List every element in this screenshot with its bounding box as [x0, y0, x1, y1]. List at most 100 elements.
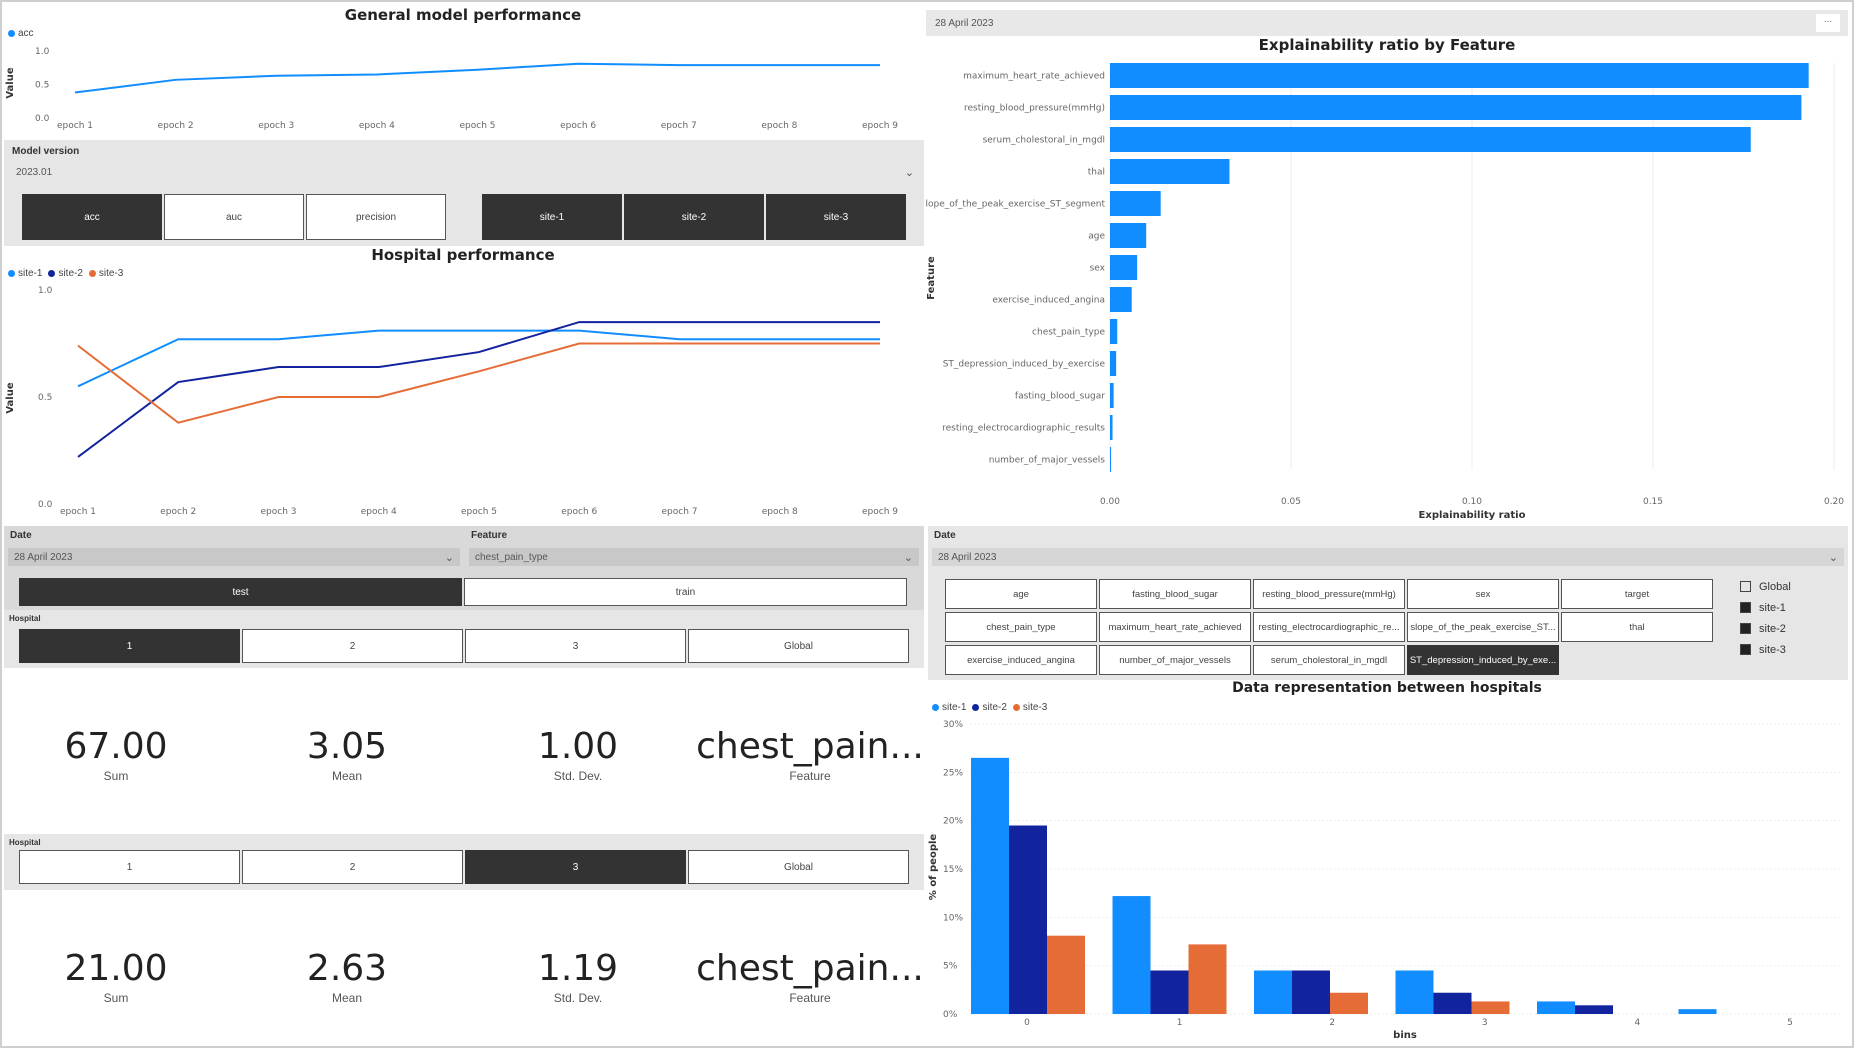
y-tick-label: thal [1088, 168, 1105, 178]
feature-value: chest_pain_type [475, 551, 548, 563]
feature-dropdown[interactable]: chest_pain_type ⌄ [469, 548, 919, 566]
feature-button[interactable]: resting_blood_pressure(mmHg) [1253, 579, 1405, 609]
model-version-dropdown[interactable]: 2023.01 ⌄ [10, 162, 920, 182]
x-tick-label: epoch 5 [460, 121, 496, 131]
hospital-2-global-button[interactable]: Global [688, 850, 909, 884]
chevron-down-icon: ⌄ [903, 551, 913, 564]
bar-site-2-bin-1[interactable] [1150, 970, 1189, 1015]
x-tick-label: epoch 9 [862, 507, 898, 517]
bar-site-1-bin-2[interactable] [1254, 970, 1292, 1015]
y-tick-label: 25% [943, 768, 963, 778]
bar-site-2-bin-3[interactable] [1433, 992, 1472, 1014]
site-checkbox-site-1[interactable]: site-1 [1740, 597, 1791, 618]
kpi-label: Mean [331, 769, 363, 783]
kpi-value: 2.63 [306, 948, 388, 989]
legend-item-site-3[interactable]: site-3 [88, 268, 123, 279]
site-site-2-button[interactable]: site-2 [624, 194, 764, 240]
legend-item-site-2[interactable]: site-2 [972, 702, 1007, 713]
general-chart-legend: acc [8, 28, 34, 39]
bar-site-1-bin-4[interactable] [1537, 1001, 1575, 1014]
date-dropdown[interactable]: 28 April 2023 ⌄ [8, 548, 460, 566]
feature-button[interactable]: sex [1407, 579, 1559, 609]
hospital-1-global-button[interactable]: Global [688, 629, 909, 663]
x-tick-label: epoch 7 [661, 121, 697, 131]
feature-button[interactable]: age [945, 579, 1097, 609]
bar-chest_pain_type[interactable] [1110, 319, 1118, 344]
more-options-button[interactable]: ... [1816, 14, 1840, 32]
bar-exercise_induced_angina[interactable] [1110, 287, 1132, 312]
feature-button[interactable]: maximum_heart_rate_achieved [1099, 612, 1251, 642]
bar-site-3-bin-3[interactable] [1471, 1001, 1510, 1014]
feature-button[interactable]: resting_electrocardiographic_re... [1253, 612, 1405, 642]
bar-slope_of_the_peak_exercise_ST_segment[interactable] [1110, 191, 1161, 216]
explainability-chart-title: Explainability ratio by Feature [1258, 36, 1516, 54]
site-site-1-button[interactable]: site-1 [482, 194, 622, 240]
kpi-value: 67.00 [64, 726, 168, 767]
hospital-1-3-button[interactable]: 3 [465, 629, 686, 663]
legend-dot [1012, 704, 1020, 711]
checkbox-label: site-3 [1759, 643, 1786, 656]
date-dropdown[interactable]: 28 April 2023 ⌄ [932, 548, 1844, 566]
bar-site-1-bin-5[interactable] [1678, 1009, 1717, 1014]
feature-button[interactable]: thal [1561, 612, 1713, 642]
legend-item-site-1[interactable]: site-1 [8, 268, 42, 279]
bar-resting_electrocardiographic_results[interactable] [1110, 415, 1113, 440]
legend-item-acc[interactable]: acc [8, 28, 34, 39]
bar-site-1-bin-0[interactable] [971, 757, 1009, 1014]
bar-site-3-bin-1[interactable] [1188, 944, 1227, 1014]
bar-site-2-bin-0[interactable] [1009, 825, 1047, 1015]
bar-fasting_blood_sugar[interactable] [1110, 383, 1114, 408]
bar-site-3-bin-2[interactable] [1330, 992, 1368, 1014]
site-checkbox-global[interactable]: Global [1740, 576, 1791, 597]
feature-button[interactable]: exercise_induced_angina [945, 645, 1097, 675]
header-date: 28 April 2023 [935, 18, 994, 29]
general-chart-title: General model performance [344, 6, 582, 24]
chevron-down-icon: ⌄ [1828, 551, 1838, 564]
feature-button[interactable]: fasting_blood_sugar [1099, 579, 1251, 609]
feature-button[interactable]: serum_cholestoral_in_mgdl [1253, 645, 1405, 675]
kpi-label: Std. Dev. [553, 769, 603, 783]
y-tick-label: 0.0 [38, 500, 53, 510]
bar-site-2-bin-2[interactable] [1292, 970, 1330, 1015]
feature-button[interactable]: number_of_major_vessels [1099, 645, 1251, 675]
bar-age[interactable] [1110, 223, 1147, 248]
feature-button[interactable]: slope_of_the_peak_exercise_ST... [1407, 612, 1559, 642]
feature-button[interactable]: target [1561, 579, 1713, 609]
hospital-2-3-button[interactable]: 3 [465, 850, 686, 884]
bar-site-1-bin-1[interactable] [1112, 896, 1151, 1014]
hospital-1-2-button[interactable]: 2 [242, 629, 463, 663]
legend-item-site-3[interactable]: site-3 [1012, 702, 1047, 713]
split-test-button[interactable]: test [19, 578, 462, 606]
feature-button[interactable]: ST_depression_induced_by_exe... [1407, 645, 1559, 675]
x-tick-label: epoch 7 [662, 507, 698, 517]
x-tick-label: 0.20 [1824, 497, 1844, 507]
hospital-1-1-button[interactable]: 1 [19, 629, 240, 663]
bar-maximum_heart_rate_achieved[interactable] [1110, 63, 1809, 88]
y-tick-label: 30% [943, 720, 963, 730]
hospital-2-2-button[interactable]: 2 [242, 850, 463, 884]
kpi-value: 1.00 [537, 726, 619, 767]
site-checkbox-site-3[interactable]: site-3 [1740, 639, 1791, 660]
bar-number_of_major_vessels[interactable] [1110, 447, 1112, 472]
bar-site-1-bin-3[interactable] [1395, 970, 1434, 1015]
hospital-2-1-button[interactable]: 1 [19, 850, 240, 884]
site-checkbox-site-2[interactable]: site-2 [1740, 618, 1791, 639]
metric-precision-button[interactable]: precision [306, 194, 446, 240]
kpi-label: Mean [331, 991, 363, 1005]
legend-dot [48, 270, 56, 277]
bar-resting_blood_pressure(mmHg)[interactable] [1110, 95, 1802, 120]
bar-ST_depression_induced_by_exercise[interactable] [1110, 351, 1117, 376]
bar-sex[interactable] [1110, 255, 1138, 280]
split-train-button[interactable]: train [464, 578, 907, 606]
x-tick-label: 0.15 [1643, 497, 1663, 507]
bar-thal[interactable] [1110, 159, 1230, 184]
bar-site-2-bin-4[interactable] [1575, 1005, 1613, 1014]
metric-auc-button[interactable]: auc [164, 194, 304, 240]
legend-item-site-1[interactable]: site-1 [932, 702, 966, 713]
site-site-3-button[interactable]: site-3 [766, 194, 906, 240]
legend-item-site-2[interactable]: site-2 [48, 268, 83, 279]
metric-acc-button[interactable]: acc [22, 194, 162, 240]
feature-button[interactable]: chest_pain_type [945, 612, 1097, 642]
bar-serum_cholestoral_in_mgdl[interactable] [1110, 127, 1751, 152]
bar-site-3-bin-0[interactable] [1047, 935, 1085, 1014]
